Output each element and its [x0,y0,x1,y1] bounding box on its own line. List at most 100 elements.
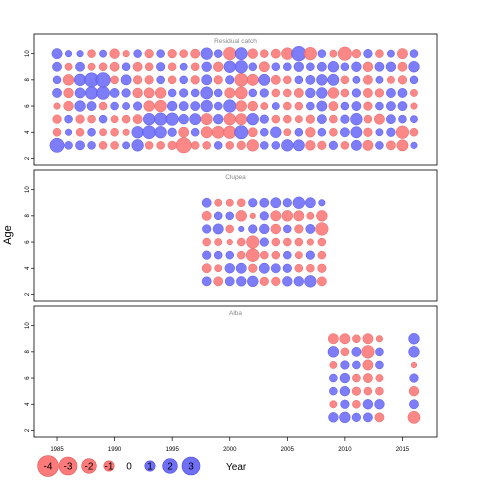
x-axis: 1985 1990 1995 2000 2005 2010 2015 [50,437,410,453]
panel-title: Residual catch [214,38,257,45]
residual-point [328,140,338,150]
residual-point [211,125,225,139]
residual-point [397,75,408,85]
residual-point [143,113,156,126]
residual-point [283,114,292,124]
residual-point [249,212,256,219]
legend-marker [37,455,59,477]
y-tick-label: 4 [25,266,31,270]
y-tick-label: 10 [25,186,31,193]
residual-point [214,198,223,207]
residual-point [293,210,305,222]
residual-point [283,237,292,247]
residual-point [362,399,374,410]
y-tick-label: 10 [25,50,31,57]
residual-point [142,125,156,140]
residual-point [375,386,384,396]
residual-point [374,61,385,72]
residual-point [259,211,269,221]
residual-point [259,197,270,208]
residual-point [397,88,408,98]
residual-point [133,49,142,58]
residual-point [248,263,258,273]
residual-point [49,137,65,153]
residual-point [361,345,375,359]
residual-point [53,102,61,110]
residual-point [305,250,315,260]
x-tick-label: 2015 [396,447,410,453]
residual-point [214,141,223,150]
residual-point [306,264,315,273]
residual-point [340,399,350,409]
y-tick-label: 2 [25,156,31,160]
residual-point [234,86,248,100]
residual-point [64,114,73,124]
residual-point [409,49,419,58]
legend-label: 3 [188,462,194,473]
residual-point [306,101,315,111]
residual-point [226,239,233,246]
residual-point [328,101,339,111]
residual-point [339,333,351,345]
residual-point [270,74,281,85]
residual-point [121,62,131,71]
residual-point [167,75,177,85]
residual-point [374,399,385,410]
y-tick-label: 6 [25,240,31,244]
residual-point [317,263,327,273]
residual-point [202,141,211,150]
residual-point [258,61,270,73]
residual-point [223,113,236,126]
residual-point [410,115,418,124]
residual-point [190,128,200,137]
legend-label: -2 [85,462,94,473]
residual-point [386,140,396,151]
residual-point [201,197,212,208]
residual-point [201,210,212,221]
residual-point [213,61,224,72]
residual-point [283,250,292,260]
residual-point [213,114,224,125]
panel-frame [33,33,438,166]
residual-point [225,224,234,234]
residual-point [225,198,234,207]
residual-point [190,75,200,85]
residual-point [214,88,223,98]
residual-point [178,126,190,138]
residual-point [375,128,384,137]
residual-point [350,139,362,151]
residual-point [329,386,338,396]
residual-point [131,126,144,139]
residual-point [305,114,315,124]
x-axis-label: Year [226,462,247,473]
residual-point [271,250,281,260]
residual-point [234,73,249,87]
residual-point [237,250,246,260]
residual-point [303,47,317,61]
residual-point [408,333,420,345]
residual-point [294,264,304,273]
residual-point [155,87,167,99]
residual-point [132,87,143,99]
residual-point [156,49,165,58]
residual-point [375,360,384,370]
residual-point [375,141,384,150]
residual-point [329,361,338,369]
residual-point [246,235,260,249]
residual-point [144,75,154,85]
residual-point [292,196,305,209]
panel-frame [33,305,438,438]
residual-point [408,61,420,73]
residual-point [270,126,282,138]
residual-point [201,263,212,274]
residual-point [271,141,281,150]
residual-point [225,211,234,221]
panel-frame [33,169,438,302]
residual-point [167,49,177,59]
residual-point [248,224,258,234]
y-tick-label: 8 [25,214,31,218]
residual-point [225,141,234,150]
panel-title: Clupea [225,174,246,181]
residual-point [270,210,282,222]
